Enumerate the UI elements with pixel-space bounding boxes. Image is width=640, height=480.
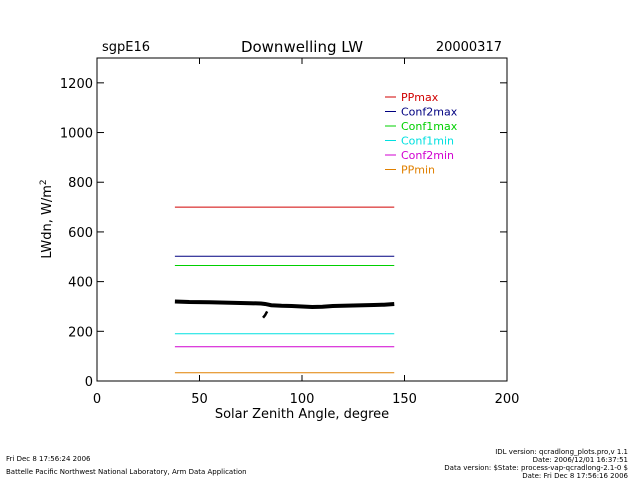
legend-label-ppmin: PPmin bbox=[401, 164, 435, 177]
x-tick-label: 200 bbox=[495, 392, 520, 407]
footer-data-version: Data version: $State: process-vap-qcradl… bbox=[444, 464, 628, 472]
x-tick-label: 50 bbox=[191, 392, 208, 407]
chart-title: Downwelling LW bbox=[241, 38, 363, 56]
date-label: 20000317 bbox=[436, 40, 502, 55]
observed-series bbox=[174, 299, 395, 319]
footer-idl-version: IDL version: qcradlong_plots.pro,v 1.1 bbox=[495, 448, 628, 456]
footer-timestamp: Fri Dec 8 17:56:24 2006 bbox=[6, 455, 91, 463]
x-axis-label: Solar Zenith Angle, degree bbox=[215, 407, 389, 422]
y-tick-label: 0 bbox=[85, 375, 93, 390]
y-tick-label: 400 bbox=[68, 276, 93, 291]
y-axis-ticks: 0 200 400 600 800 1000 1200 bbox=[60, 77, 507, 390]
footer-date: Date: 2006/12/01 16:37:51 bbox=[532, 456, 628, 464]
observed-dip bbox=[262, 310, 269, 319]
site-label: sgpE16 bbox=[102, 40, 150, 55]
y-axis-label-superscript: 2 bbox=[39, 179, 49, 185]
y-tick-label: 1000 bbox=[60, 127, 93, 142]
y-tick-label: 600 bbox=[68, 226, 93, 241]
legend-label-ppmax: PPmax bbox=[401, 91, 439, 104]
footer-org: Battelle Pacific Northwest National Labo… bbox=[6, 468, 247, 476]
y-tick-label: 1200 bbox=[60, 77, 93, 92]
y-axis-label: LWdn, W/m2 bbox=[39, 179, 55, 258]
legend-label-conf2max: Conf2max bbox=[401, 106, 458, 119]
legend-label-conf1min: Conf1min bbox=[401, 135, 454, 148]
x-tick-label: 0 bbox=[93, 392, 101, 407]
x-axis-ticks: 0 50 100 150 200 bbox=[93, 58, 520, 407]
reference-lines bbox=[174, 206, 395, 374]
legend-label-conf2min: Conf2min bbox=[401, 149, 454, 162]
y-tick-label: 200 bbox=[68, 325, 93, 340]
observed-line bbox=[174, 299, 395, 309]
legend-label-conf1max: Conf1max bbox=[401, 120, 458, 133]
x-tick-label: 150 bbox=[392, 392, 417, 407]
x-tick-label: 100 bbox=[290, 392, 315, 407]
y-tick-label: 800 bbox=[68, 176, 93, 191]
y-axis-label-main: LWdn, W/m bbox=[40, 185, 55, 259]
footer-date2: Date: Fri Dec 8 17:56:16 2006 bbox=[522, 472, 628, 480]
